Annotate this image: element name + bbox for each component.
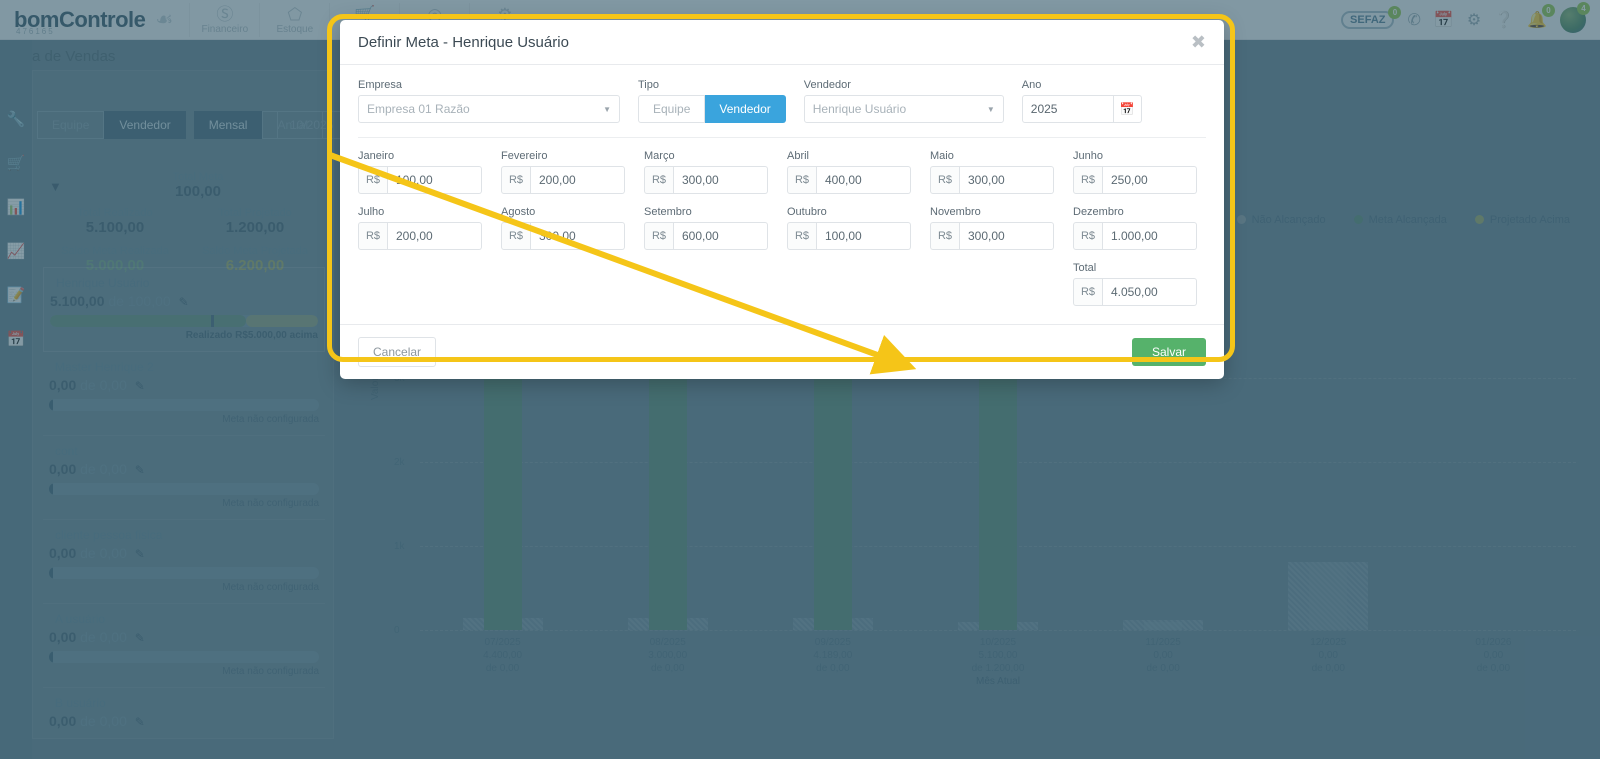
month-label: Dezembro — [1073, 206, 1124, 218]
month-field: R$ 400,00 — [787, 166, 911, 194]
chevron-down-icon: ▼ — [603, 104, 611, 114]
define-goal-modal: Definir Meta - Henrique Usuário ✖ Empres… — [340, 20, 1224, 379]
month-label: Setembro — [644, 206, 692, 218]
month-input-janeiro[interactable]: 100,00 — [388, 166, 482, 194]
month-label: Maio — [930, 150, 954, 162]
empresa-value: Empresa 01 Razão — [367, 102, 470, 116]
month-label: Março — [644, 150, 675, 162]
empresa-label: Empresa — [358, 79, 403, 91]
month-label: Janeiro — [358, 150, 395, 162]
month-field: R$ 600,00 — [644, 222, 768, 250]
month-label: Abril — [787, 150, 810, 162]
month-cell-agosto: Agosto R$ 300,00 — [501, 206, 644, 250]
month-cell-setembro: Setembro R$ 600,00 — [644, 206, 787, 250]
month-cell-julho: Julho R$ 200,00 — [358, 206, 501, 250]
vendedor-value: Henrique Usuário — [812, 102, 907, 116]
month-field: R$ 200,00 — [358, 222, 482, 250]
modal-header: Definir Meta - Henrique Usuário ✖ — [340, 20, 1224, 65]
tipo-option-vendedor[interactable]: Vendedor — [705, 95, 786, 123]
ano-input-wrap: 2025 📅 — [1021, 95, 1142, 123]
save-button[interactable]: Salvar — [1131, 338, 1206, 366]
month-input-maio[interactable]: 300,00 — [960, 166, 1054, 194]
month-cell-maio: Maio R$ 300,00 — [930, 150, 1073, 194]
month-label: Agosto — [501, 206, 536, 218]
total-cell: Total R$ 4.050,00 — [1073, 262, 1206, 306]
modal-footer: Cancelar Salvar — [340, 324, 1224, 379]
currency-prefix: R$ — [1073, 166, 1103, 194]
modal-body: Empresa Empresa 01 Razão ▼ Tipo Equipe V… — [340, 65, 1224, 324]
vendedor-field-group: Vendedor Henrique Usuário ▼ — [803, 79, 1004, 123]
close-icon[interactable]: ✖ — [1190, 32, 1206, 52]
month-cell-fevereiro: Fevereiro R$ 200,00 — [501, 150, 644, 194]
month-cell-janeiro: Janeiro R$ 100,00 — [358, 150, 501, 194]
month-label: Novembro — [930, 206, 981, 218]
currency-prefix: R$ — [644, 166, 674, 194]
empresa-field-group: Empresa Empresa 01 Razão ▼ — [358, 79, 620, 123]
currency-prefix: R$ — [787, 166, 817, 194]
vendedor-select[interactable]: Henrique Usuário ▼ — [803, 95, 1004, 123]
currency-prefix: R$ — [501, 222, 531, 250]
currency-prefix: R$ — [930, 166, 960, 194]
currency-prefix: R$ — [1073, 222, 1103, 250]
total-row: Total R$ 4.050,00 — [358, 262, 1206, 306]
month-field: R$ 300,00 — [501, 222, 625, 250]
month-input-marco[interactable]: 300,00 — [674, 166, 768, 194]
month-field: R$ 1.000,00 — [1073, 222, 1197, 250]
month-field: R$ 200,00 — [501, 166, 625, 194]
modal-top-fields: Empresa Empresa 01 Razão ▼ Tipo Equipe V… — [358, 79, 1206, 123]
month-input-julho[interactable]: 200,00 — [388, 222, 482, 250]
ano-field-group: Ano 2025 📅 — [1021, 79, 1142, 123]
total-label: Total — [1073, 262, 1097, 274]
month-field: R$ 100,00 — [358, 166, 482, 194]
month-cell-marco: Março R$ 300,00 — [644, 150, 787, 194]
currency-prefix: R$ — [644, 222, 674, 250]
month-label: Outubro — [787, 206, 827, 218]
ano-label: Ano — [1021, 79, 1042, 91]
month-input-outubro[interactable]: 100,00 — [817, 222, 911, 250]
month-input-junho[interactable]: 250,00 — [1103, 166, 1197, 194]
tipo-segmented-control: Equipe Vendedor — [638, 95, 786, 123]
month-cell-dezembro: Dezembro R$ 1.000,00 — [1073, 206, 1197, 250]
month-field: R$ 100,00 — [787, 222, 911, 250]
cancel-button[interactable]: Cancelar — [358, 337, 437, 367]
month-field: R$ 300,00 — [644, 166, 768, 194]
month-cell-novembro: Novembro R$ 300,00 — [930, 206, 1073, 250]
month-cell-outubro: Outubro R$ 100,00 — [787, 206, 930, 250]
month-input-novembro[interactable]: 300,00 — [960, 222, 1054, 250]
month-label: Junho — [1073, 150, 1103, 162]
currency-prefix: R$ — [501, 166, 531, 194]
month-field: R$ 300,00 — [930, 166, 1054, 194]
tipo-option-equipe[interactable]: Equipe — [638, 95, 706, 123]
currency-prefix: R$ — [358, 222, 388, 250]
total-field: R$ 4.050,00 — [1073, 278, 1197, 306]
empresa-select[interactable]: Empresa 01 Razão ▼ — [358, 95, 620, 123]
chevron-down-icon: ▼ — [986, 104, 995, 114]
tipo-label: Tipo — [638, 79, 659, 91]
month-cell-abril: Abril R$ 400,00 — [787, 150, 930, 194]
month-input-abril[interactable]: 400,00 — [817, 166, 911, 194]
month-input-agosto[interactable]: 300,00 — [531, 222, 625, 250]
currency-prefix: R$ — [930, 222, 960, 250]
calendar-icon[interactable]: 📅 — [1113, 95, 1142, 123]
tipo-field-group: Tipo Equipe Vendedor — [638, 79, 786, 123]
month-label: Julho — [358, 206, 385, 218]
month-input-setembro[interactable]: 600,00 — [674, 222, 768, 250]
currency-prefix: R$ — [1073, 278, 1103, 306]
vendedor-label: Vendedor — [803, 79, 851, 91]
modal-title: Definir Meta - Henrique Usuário — [358, 33, 569, 51]
month-field: R$ 250,00 — [1073, 166, 1197, 194]
total-input: 4.050,00 — [1103, 278, 1197, 306]
months-grid: Janeiro R$ 100,00 Fevereiro R$ 200,00 Ma… — [358, 150, 1206, 262]
ano-input[interactable]: 2025 — [1021, 95, 1114, 123]
currency-prefix: R$ — [358, 166, 388, 194]
month-input-dezembro[interactable]: 1.000,00 — [1103, 222, 1197, 250]
currency-prefix: R$ — [787, 222, 817, 250]
month-label: Fevereiro — [501, 150, 548, 162]
month-input-fevereiro[interactable]: 200,00 — [531, 166, 625, 194]
month-field: R$ 300,00 — [930, 222, 1054, 250]
divider — [358, 137, 1206, 138]
month-cell-junho: Junho R$ 250,00 — [1073, 150, 1197, 194]
